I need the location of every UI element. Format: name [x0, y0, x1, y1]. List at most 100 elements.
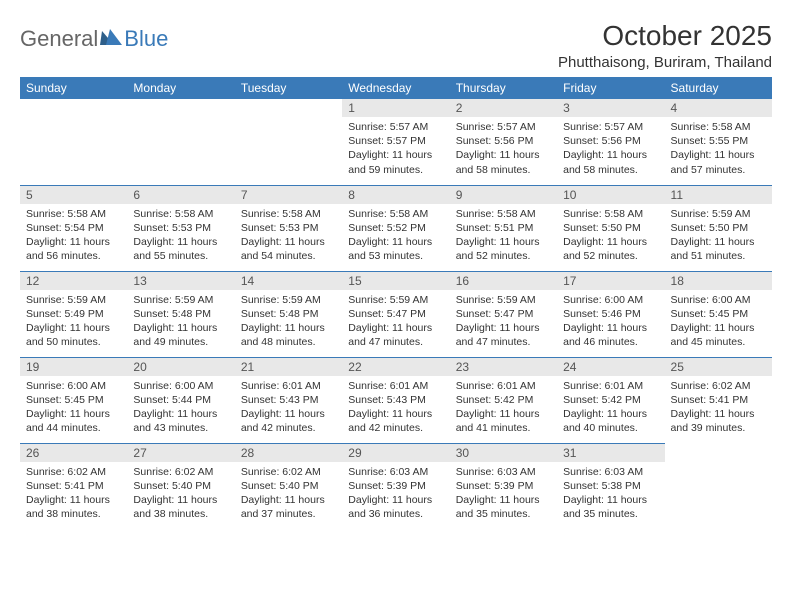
day-number: 28: [235, 444, 342, 462]
calendar-cell: 18Sunrise: 6:00 AMSunset: 5:45 PMDayligh…: [665, 271, 772, 357]
sunset-text: Sunset: 5:50 PM: [671, 221, 766, 235]
sunset-text: Sunset: 5:50 PM: [563, 221, 658, 235]
day-content: Sunrise: 5:59 AMSunset: 5:48 PMDaylight:…: [235, 290, 342, 352]
calendar-row: 26Sunrise: 6:02 AMSunset: 5:41 PMDayligh…: [20, 443, 772, 529]
daylight-text: Daylight: 11 hours and 37 minutes.: [241, 493, 336, 521]
sunset-text: Sunset: 5:41 PM: [26, 479, 121, 493]
calendar-table: Sunday Monday Tuesday Wednesday Thursday…: [20, 77, 772, 529]
calendar-cell: 31Sunrise: 6:03 AMSunset: 5:38 PMDayligh…: [557, 443, 664, 529]
daylight-text: Daylight: 11 hours and 54 minutes.: [241, 235, 336, 263]
sunrise-text: Sunrise: 6:01 AM: [563, 379, 658, 393]
day-content: Sunrise: 6:01 AMSunset: 5:42 PMDaylight:…: [557, 376, 664, 438]
daylight-text: Daylight: 11 hours and 39 minutes.: [671, 407, 766, 435]
calendar-cell: 7Sunrise: 5:58 AMSunset: 5:53 PMDaylight…: [235, 185, 342, 271]
calendar-cell: 3Sunrise: 5:57 AMSunset: 5:56 PMDaylight…: [557, 99, 664, 185]
calendar-cell: 4Sunrise: 5:58 AMSunset: 5:55 PMDaylight…: [665, 99, 772, 185]
day-number: 15: [342, 272, 449, 290]
sunset-text: Sunset: 5:53 PM: [133, 221, 228, 235]
daylight-text: Daylight: 11 hours and 44 minutes.: [26, 407, 121, 435]
calendar-cell: 25Sunrise: 6:02 AMSunset: 5:41 PMDayligh…: [665, 357, 772, 443]
sunrise-text: Sunrise: 5:57 AM: [348, 120, 443, 134]
daylight-text: Daylight: 11 hours and 53 minutes.: [348, 235, 443, 263]
day-content: Sunrise: 5:59 AMSunset: 5:47 PMDaylight:…: [342, 290, 449, 352]
calendar-row: 1Sunrise: 5:57 AMSunset: 5:57 PMDaylight…: [20, 99, 772, 185]
daylight-text: Daylight: 11 hours and 57 minutes.: [671, 148, 766, 176]
calendar-cell: 23Sunrise: 6:01 AMSunset: 5:42 PMDayligh…: [450, 357, 557, 443]
day-content: Sunrise: 6:00 AMSunset: 5:46 PMDaylight:…: [557, 290, 664, 352]
daylight-text: Daylight: 11 hours and 46 minutes.: [563, 321, 658, 349]
day-content: Sunrise: 5:59 AMSunset: 5:48 PMDaylight:…: [127, 290, 234, 352]
day-content: Sunrise: 5:59 AMSunset: 5:47 PMDaylight:…: [450, 290, 557, 352]
daylight-text: Daylight: 11 hours and 42 minutes.: [241, 407, 336, 435]
sunrise-text: Sunrise: 5:58 AM: [348, 207, 443, 221]
sunset-text: Sunset: 5:43 PM: [241, 393, 336, 407]
daylight-text: Daylight: 11 hours and 41 minutes.: [456, 407, 551, 435]
calendar-cell: 13Sunrise: 5:59 AMSunset: 5:48 PMDayligh…: [127, 271, 234, 357]
day-header: Wednesday: [342, 77, 449, 99]
calendar-cell: 9Sunrise: 5:58 AMSunset: 5:51 PMDaylight…: [450, 185, 557, 271]
calendar-cell: 19Sunrise: 6:00 AMSunset: 5:45 PMDayligh…: [20, 357, 127, 443]
sunset-text: Sunset: 5:52 PM: [348, 221, 443, 235]
sunset-text: Sunset: 5:40 PM: [241, 479, 336, 493]
sunrise-text: Sunrise: 6:03 AM: [456, 465, 551, 479]
sunset-text: Sunset: 5:45 PM: [671, 307, 766, 321]
daylight-text: Daylight: 11 hours and 42 minutes.: [348, 407, 443, 435]
daylight-text: Daylight: 11 hours and 58 minutes.: [563, 148, 658, 176]
day-content: Sunrise: 6:00 AMSunset: 5:45 PMDaylight:…: [20, 376, 127, 438]
daylight-text: Daylight: 11 hours and 48 minutes.: [241, 321, 336, 349]
day-number: 2: [450, 99, 557, 117]
calendar-cell: 22Sunrise: 6:01 AMSunset: 5:43 PMDayligh…: [342, 357, 449, 443]
sunrise-text: Sunrise: 5:59 AM: [348, 293, 443, 307]
month-title: October 2025: [558, 20, 772, 52]
daylight-text: Daylight: 11 hours and 35 minutes.: [563, 493, 658, 521]
day-number: 25: [665, 358, 772, 376]
day-content: Sunrise: 5:57 AMSunset: 5:57 PMDaylight:…: [342, 117, 449, 179]
day-content: Sunrise: 6:00 AMSunset: 5:44 PMDaylight:…: [127, 376, 234, 438]
sunset-text: Sunset: 5:47 PM: [348, 307, 443, 321]
calendar-cell: 11Sunrise: 5:59 AMSunset: 5:50 PMDayligh…: [665, 185, 772, 271]
day-number: 20: [127, 358, 234, 376]
day-number: 30: [450, 444, 557, 462]
day-number: 1: [342, 99, 449, 117]
day-content: Sunrise: 5:58 AMSunset: 5:53 PMDaylight:…: [235, 204, 342, 266]
sunrise-text: Sunrise: 6:00 AM: [26, 379, 121, 393]
daylight-text: Daylight: 11 hours and 55 minutes.: [133, 235, 228, 263]
day-number: 13: [127, 272, 234, 290]
sunset-text: Sunset: 5:38 PM: [563, 479, 658, 493]
sunrise-text: Sunrise: 5:57 AM: [456, 120, 551, 134]
daylight-text: Daylight: 11 hours and 49 minutes.: [133, 321, 228, 349]
day-content: Sunrise: 6:01 AMSunset: 5:42 PMDaylight:…: [450, 376, 557, 438]
calendar-cell: [127, 99, 234, 185]
day-content: Sunrise: 5:58 AMSunset: 5:51 PMDaylight:…: [450, 204, 557, 266]
day-number: 5: [20, 186, 127, 204]
day-content: Sunrise: 5:58 AMSunset: 5:52 PMDaylight:…: [342, 204, 449, 266]
calendar-cell: 1Sunrise: 5:57 AMSunset: 5:57 PMDaylight…: [342, 99, 449, 185]
day-content: Sunrise: 6:02 AMSunset: 5:41 PMDaylight:…: [20, 462, 127, 524]
sunrise-text: Sunrise: 5:58 AM: [26, 207, 121, 221]
sunrise-text: Sunrise: 6:01 AM: [348, 379, 443, 393]
day-number: 29: [342, 444, 449, 462]
daylight-text: Daylight: 11 hours and 52 minutes.: [563, 235, 658, 263]
sunrise-text: Sunrise: 6:00 AM: [563, 293, 658, 307]
day-number: 14: [235, 272, 342, 290]
sunset-text: Sunset: 5:42 PM: [563, 393, 658, 407]
sunrise-text: Sunrise: 5:57 AM: [563, 120, 658, 134]
day-header: Saturday: [665, 77, 772, 99]
calendar-cell: 2Sunrise: 5:57 AMSunset: 5:56 PMDaylight…: [450, 99, 557, 185]
sunrise-text: Sunrise: 5:59 AM: [671, 207, 766, 221]
calendar-cell: 17Sunrise: 6:00 AMSunset: 5:46 PMDayligh…: [557, 271, 664, 357]
day-header: Monday: [127, 77, 234, 99]
day-content: Sunrise: 6:02 AMSunset: 5:40 PMDaylight:…: [127, 462, 234, 524]
day-content: Sunrise: 6:01 AMSunset: 5:43 PMDaylight:…: [235, 376, 342, 438]
day-number: 11: [665, 186, 772, 204]
sunrise-text: Sunrise: 6:01 AM: [241, 379, 336, 393]
day-number: 8: [342, 186, 449, 204]
calendar-cell: [235, 99, 342, 185]
calendar-cell: 10Sunrise: 5:58 AMSunset: 5:50 PMDayligh…: [557, 185, 664, 271]
day-number: 9: [450, 186, 557, 204]
sunrise-text: Sunrise: 5:58 AM: [563, 207, 658, 221]
daylight-text: Daylight: 11 hours and 38 minutes.: [26, 493, 121, 521]
sunset-text: Sunset: 5:48 PM: [241, 307, 336, 321]
day-number: [665, 443, 772, 461]
calendar-row: 19Sunrise: 6:00 AMSunset: 5:45 PMDayligh…: [20, 357, 772, 443]
